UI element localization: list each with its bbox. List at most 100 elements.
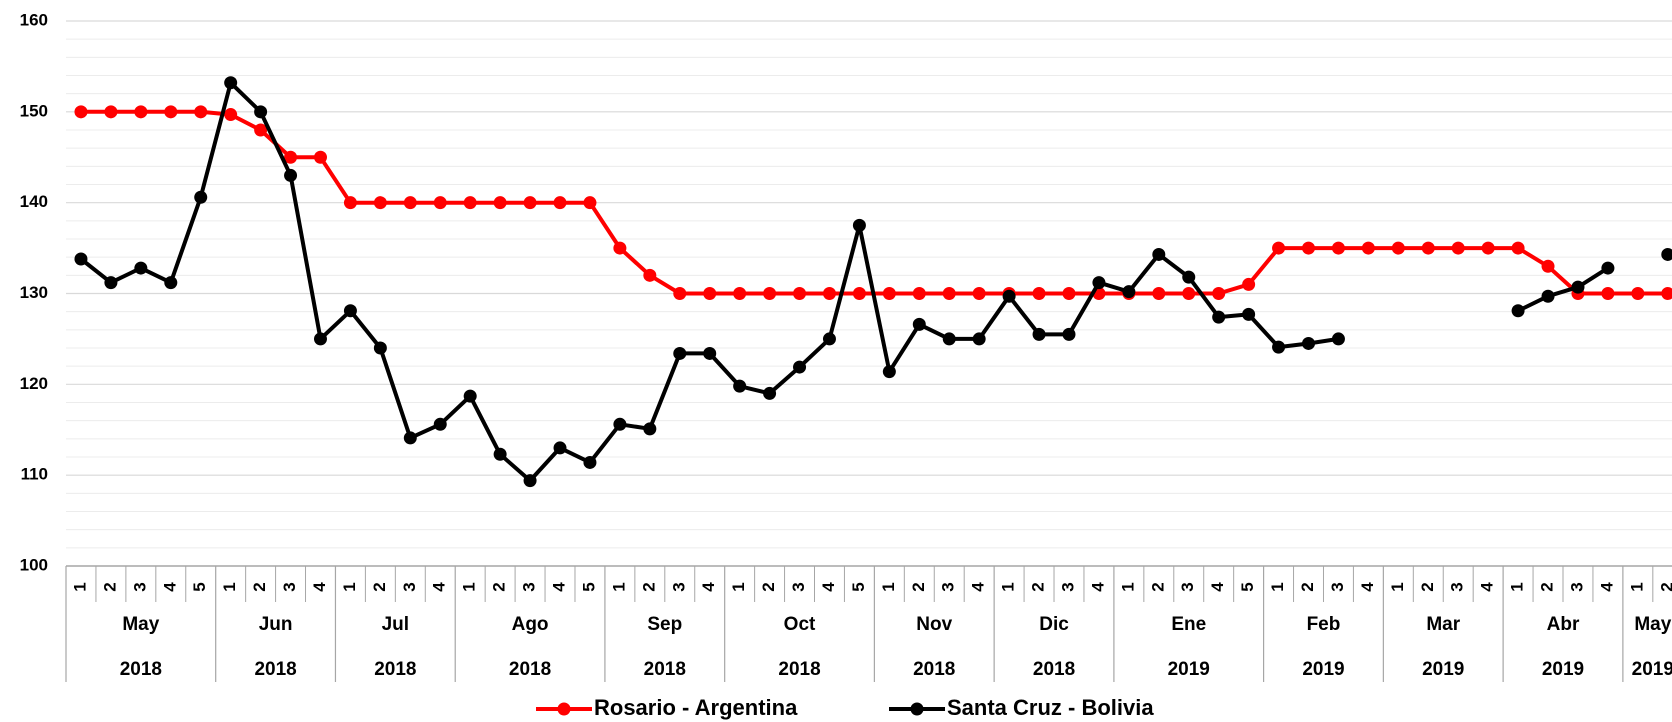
series-marker <box>763 287 777 300</box>
series-marker <box>493 447 507 461</box>
series-marker <box>1331 332 1345 346</box>
series-marker <box>673 287 687 300</box>
y-tick-label: 140 <box>20 192 48 211</box>
series-marker <box>104 276 118 290</box>
series-marker <box>1661 247 1672 261</box>
week-label: 3 <box>1567 582 1586 591</box>
series-marker <box>942 332 956 346</box>
week-label: 2 <box>1657 582 1672 591</box>
series-marker <box>942 287 956 300</box>
series-marker <box>134 105 148 119</box>
year-label: 2018 <box>913 659 955 680</box>
series-marker <box>613 241 627 255</box>
series-marker <box>912 287 926 300</box>
series-marker <box>1511 241 1525 255</box>
series-marker <box>254 105 268 119</box>
series-marker <box>972 332 986 346</box>
week-label: 2 <box>100 582 119 591</box>
week-label: 1 <box>220 582 239 591</box>
week-label: 3 <box>130 582 149 591</box>
week-label: 3 <box>669 582 688 591</box>
series-marker <box>373 341 387 355</box>
series-marker <box>1272 241 1286 255</box>
series-marker <box>1302 336 1316 350</box>
series-marker <box>254 123 268 137</box>
series-marker <box>822 287 836 300</box>
week-label: 1 <box>1118 582 1137 591</box>
series-marker <box>793 287 807 300</box>
week-label: 3 <box>400 582 419 591</box>
month-label: Jul <box>382 614 409 635</box>
week-label: 4 <box>549 582 568 592</box>
series-marker <box>1242 307 1256 321</box>
month-label: Abr <box>1547 614 1580 635</box>
series-marker <box>1481 241 1495 255</box>
series-marker <box>523 474 537 488</box>
series-marker <box>703 287 717 300</box>
week-label: 1 <box>1388 582 1407 591</box>
week-label: 4 <box>160 582 179 592</box>
series-marker <box>583 455 597 469</box>
legend-label: Rosario - Argentina <box>594 695 798 720</box>
week-label: 4 <box>430 582 449 592</box>
series-marker <box>1182 270 1196 284</box>
week-label: 3 <box>789 582 808 591</box>
series-marker <box>1152 287 1166 300</box>
series-marker <box>703 346 717 360</box>
series-marker <box>1182 287 1196 300</box>
week-label: 1 <box>70 582 89 591</box>
week-label: 3 <box>1328 582 1347 591</box>
series-marker <box>553 196 567 210</box>
series-marker <box>1631 287 1645 300</box>
series-marker <box>1032 327 1046 341</box>
series-marker <box>1152 247 1166 261</box>
week-label: 4 <box>1597 582 1616 592</box>
week-label: 1 <box>1627 582 1646 591</box>
week-label: 2 <box>1148 582 1167 591</box>
month-label: Ene <box>1171 614 1206 635</box>
series-marker <box>523 196 537 210</box>
series-marker <box>882 365 896 379</box>
year-label: 2019 <box>1302 659 1344 680</box>
series-marker <box>643 268 657 282</box>
y-tick-label: 160 <box>20 10 48 29</box>
series-marker <box>284 168 298 182</box>
series-marker <box>1361 241 1375 255</box>
week-label: 3 <box>939 582 958 591</box>
series-marker <box>1212 310 1226 324</box>
series-marker <box>1661 287 1672 300</box>
series-marker <box>164 105 178 119</box>
week-label: 1 <box>879 582 898 591</box>
year-label: 2018 <box>1033 659 1075 680</box>
week-label: 1 <box>340 582 359 591</box>
week-label: 2 <box>1029 582 1048 591</box>
week-label: 4 <box>1088 582 1107 592</box>
year-label: 2018 <box>509 659 551 680</box>
series-marker <box>134 261 148 275</box>
y-tick-label: 150 <box>20 101 48 120</box>
month-label: Dic <box>1039 614 1069 635</box>
month-label: Oct <box>784 614 816 635</box>
series-marker <box>313 150 327 164</box>
week-label: 3 <box>1178 582 1197 591</box>
week-label: 5 <box>579 582 598 591</box>
week-label: 5 <box>849 582 868 591</box>
week-label: 4 <box>310 582 329 592</box>
series-marker <box>224 108 238 122</box>
week-label: 5 <box>190 582 209 591</box>
year-label: 2018 <box>374 659 416 680</box>
series-marker <box>1062 327 1076 341</box>
week-label: 2 <box>1298 582 1317 591</box>
week-label: 4 <box>1478 582 1497 592</box>
series-marker <box>373 196 387 210</box>
series-marker <box>1601 287 1615 300</box>
month-label: Feb <box>1307 614 1341 635</box>
series-marker <box>643 422 657 436</box>
series-marker <box>733 379 747 393</box>
series-marker <box>164 276 178 290</box>
month-label: May <box>1634 614 1671 635</box>
series-marker <box>463 389 477 403</box>
legend-marker <box>910 702 924 716</box>
series-marker <box>74 105 88 119</box>
series-marker <box>194 105 208 119</box>
